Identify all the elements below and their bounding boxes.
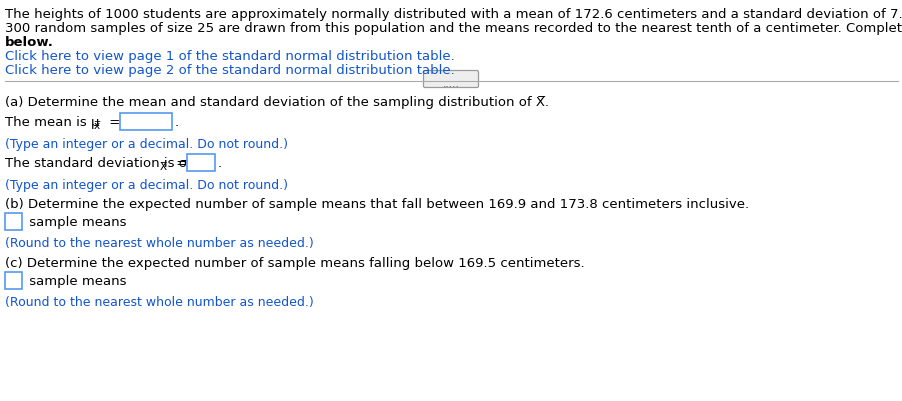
Text: Click here to view page 1 of the standard normal distribution table.: Click here to view page 1 of the standar…: [5, 50, 455, 63]
Bar: [120, 114, 171, 131]
Text: .: .: [217, 157, 222, 170]
Text: (Type an integer or a decimal. Do not round.): (Type an integer or a decimal. Do not ro…: [5, 138, 288, 151]
FancyBboxPatch shape: [423, 71, 478, 88]
Text: 300 random samples of size 25 are drawn from this population and the means recor: 300 random samples of size 25 are drawn …: [5, 22, 902, 35]
Text: below.: below.: [5, 36, 54, 49]
Text: The mean is μ: The mean is μ: [5, 116, 99, 129]
Text: .: .: [175, 116, 179, 129]
Text: (Type an integer or a decimal. Do not round.): (Type an integer or a decimal. Do not ro…: [5, 178, 288, 192]
Bar: [187, 155, 215, 172]
Text: =: =: [105, 116, 120, 129]
Text: =: =: [171, 157, 187, 170]
Text: sample means: sample means: [25, 215, 126, 229]
Text: (a) Determine the mean and standard deviation of the sampling distribution of X̅: (a) Determine the mean and standard devi…: [5, 96, 548, 109]
Text: (b) Determine the expected number of sample means that fall between 169.9 and 17: (b) Determine the expected number of sam…: [5, 198, 749, 211]
Text: (Round to the nearest whole number as needed.): (Round to the nearest whole number as ne…: [5, 237, 313, 249]
Text: (Round to the nearest whole number as needed.): (Round to the nearest whole number as ne…: [5, 295, 313, 308]
Text: .....: .....: [442, 79, 459, 89]
Text: (c) Determine the expected number of sample means falling below 169.5 centimeter: (c) Determine the expected number of sam…: [5, 256, 584, 269]
Text: X̅: X̅: [160, 162, 167, 172]
Text: The heights of 1000 students are approximately normally distributed with a mean : The heights of 1000 students are approxi…: [5, 8, 902, 21]
Text: Click here to view page 2 of the standard normal distribution table.: Click here to view page 2 of the standar…: [5, 64, 455, 77]
Bar: [5, 272, 22, 289]
Text: The standard deviation is σ: The standard deviation is σ: [5, 157, 187, 170]
Text: sample means: sample means: [25, 274, 126, 287]
Bar: [5, 213, 22, 231]
Text: x̅: x̅: [94, 121, 100, 131]
